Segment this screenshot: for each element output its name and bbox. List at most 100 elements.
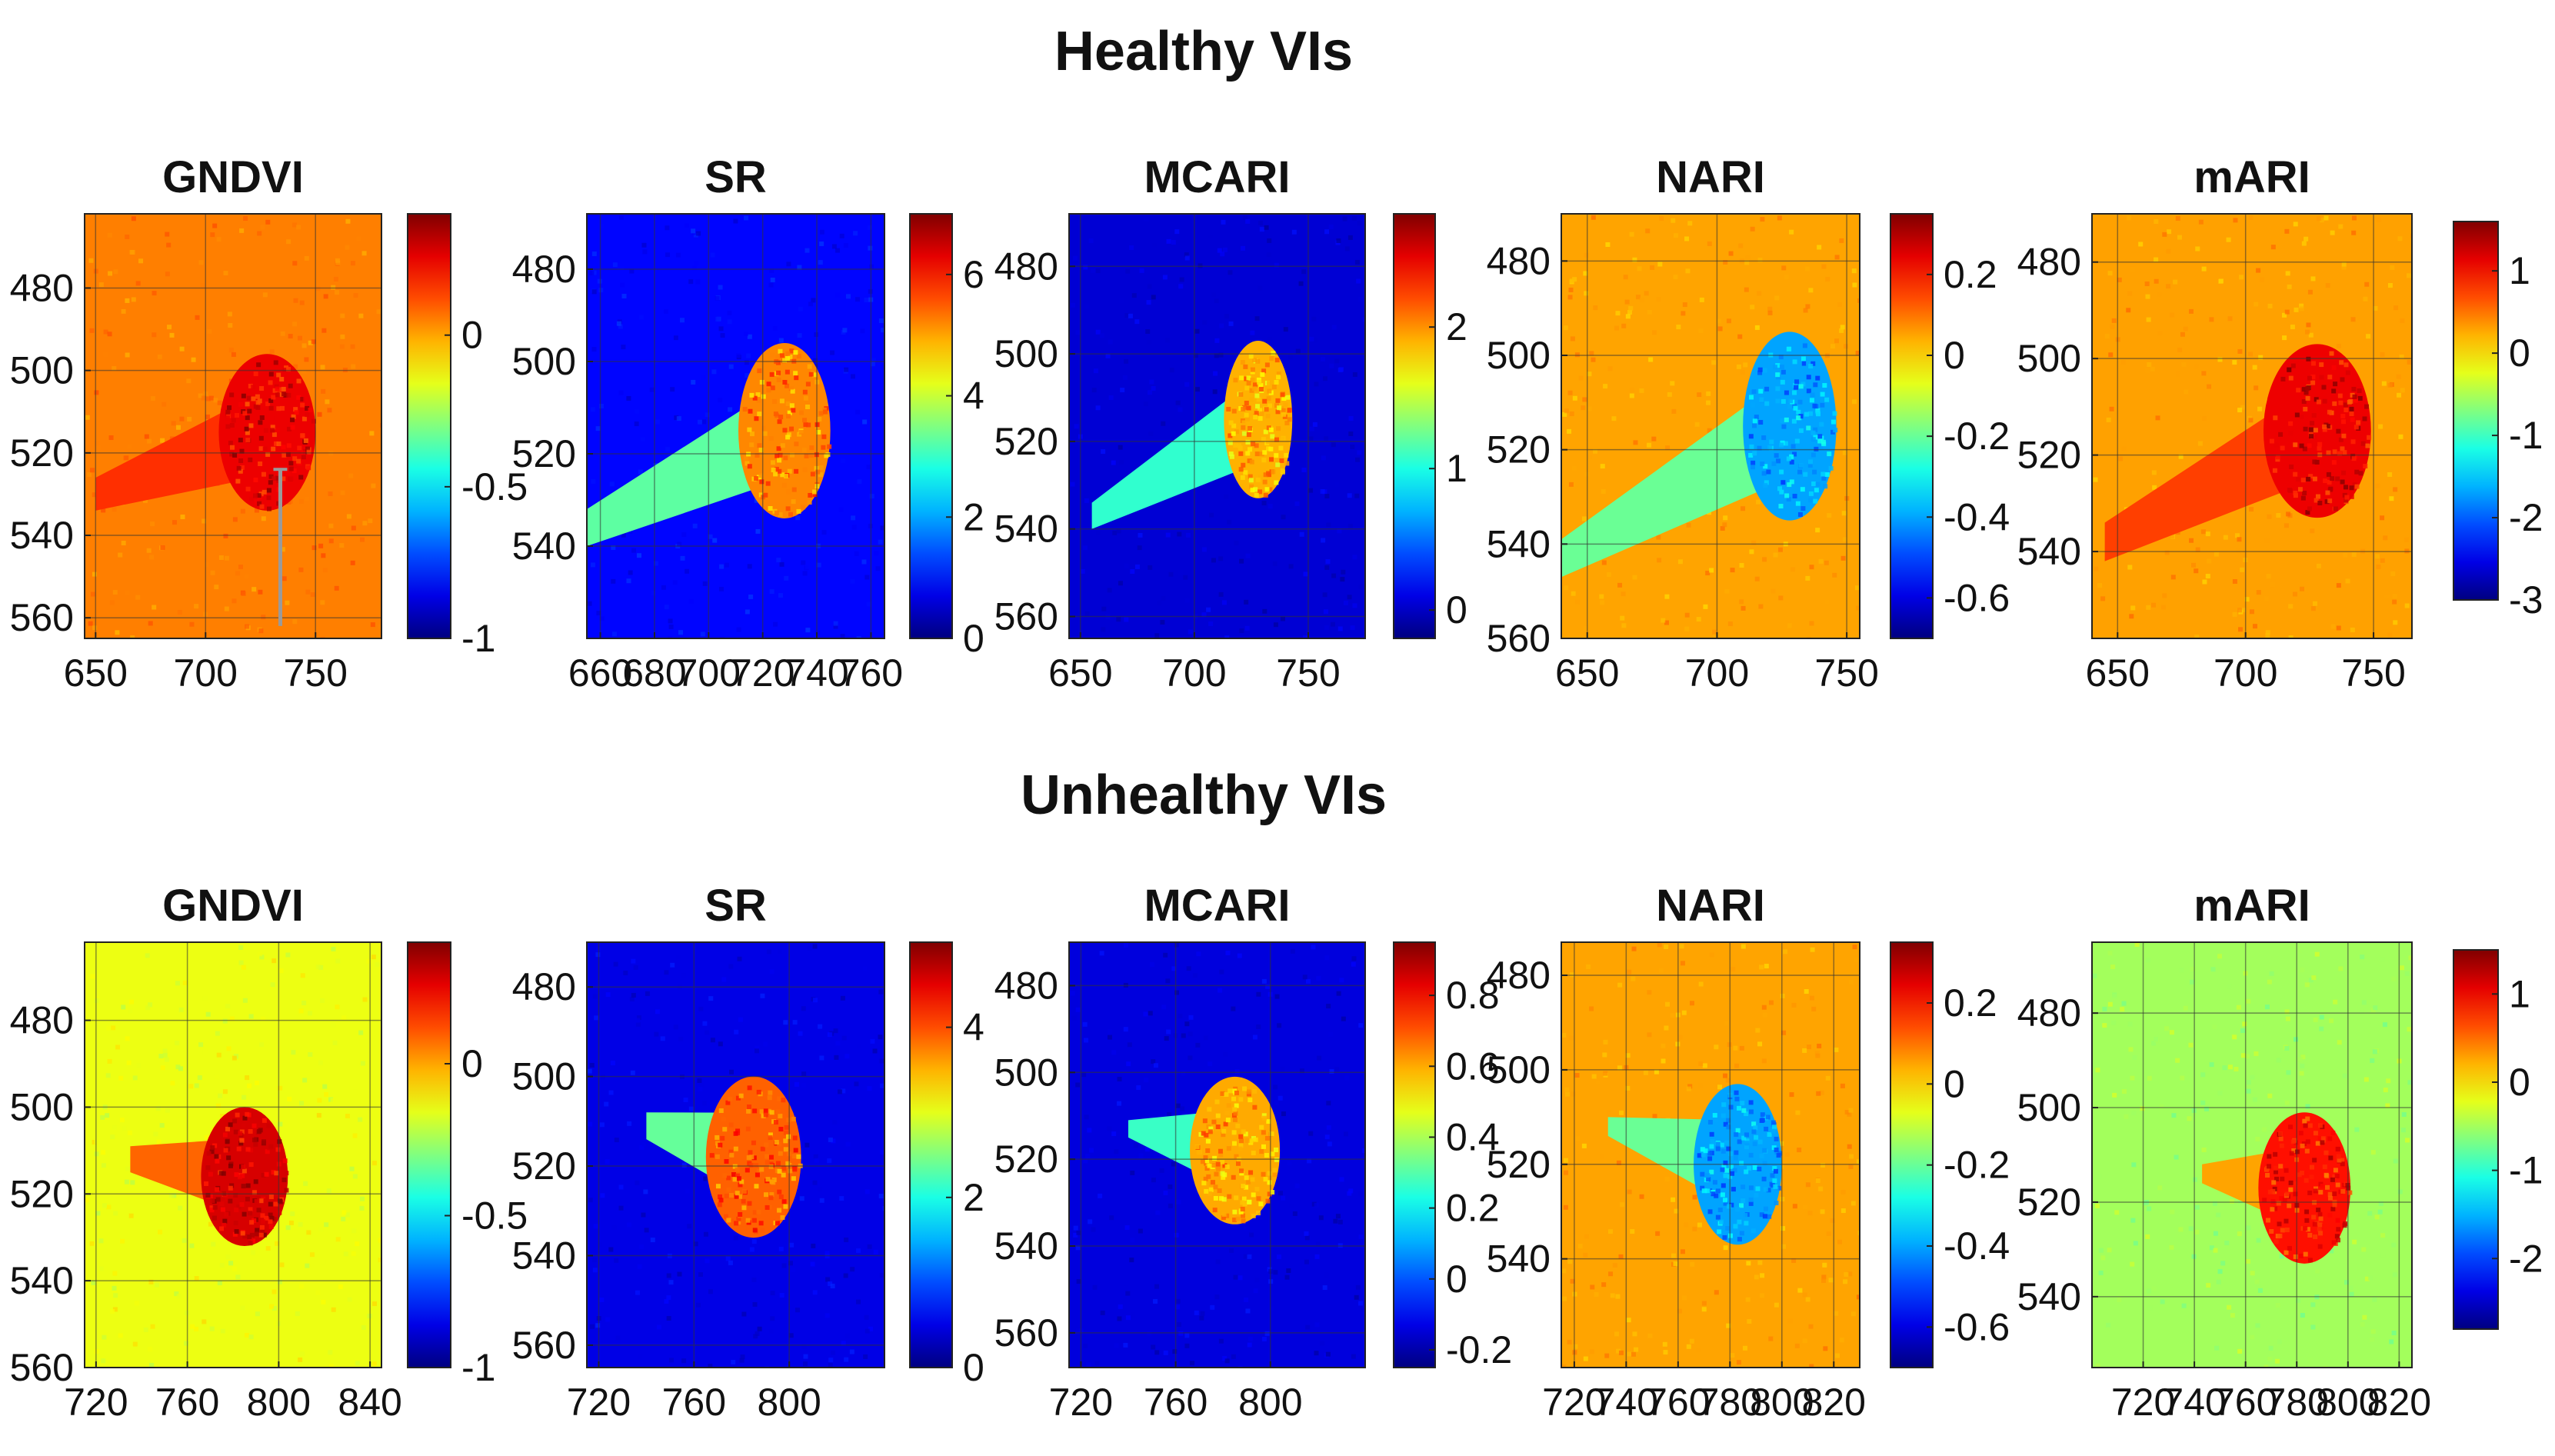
colorbar-tick-label: -1: [2509, 1149, 2543, 1192]
y-tick-label: 540: [994, 1224, 1058, 1268]
y-tick-label: 500: [10, 1085, 74, 1128]
colorbar-tick-label: 2: [963, 495, 984, 538]
y-tick-label: 520: [512, 432, 576, 475]
x-tick-label: 820: [1802, 1381, 1866, 1424]
y-tick-label: 540: [2017, 530, 2081, 573]
panel-title: mARI: [2194, 152, 2310, 202]
panel-unhealthy-gndvi: GNDVI 720 760 800 840 480 500 520 540 560 -1 -0.5 0: [10, 881, 528, 1424]
colorbar-tick-label: 0: [1944, 1062, 1965, 1105]
y-tick-label: 520: [10, 431, 74, 475]
heatmap-image: [1070, 215, 1365, 638]
colorbar-tick-label: 0: [1446, 588, 1467, 631]
y-tick-label: 520: [512, 1144, 576, 1188]
axes-frame: [586, 213, 885, 639]
panel-healthy-nari: NARI 650 700 750 480 500 520 540 560 -0.6 -0.4 -0.2…: [1487, 152, 2010, 695]
x-tick-label: 740: [784, 651, 848, 695]
y-tick-label: 520: [994, 1138, 1058, 1181]
y-tick-label: 560: [512, 1324, 576, 1367]
x-tick-label: 680: [622, 651, 686, 695]
heatmap-image: [587, 215, 884, 638]
colorbar-tick-label: 0: [2509, 332, 2530, 375]
x-tick-label: 800: [2316, 1381, 2380, 1424]
axes-frame: [586, 941, 885, 1368]
y-tick-label: 500: [512, 1055, 576, 1098]
colorbar-tick-label: -0.4: [1944, 495, 2010, 538]
axes-frame: [2091, 213, 2413, 639]
y-tick-label: 560: [994, 595, 1058, 638]
y-tick-label: 480: [1487, 954, 1551, 997]
colorbar-tick-label: 0: [1944, 334, 1965, 377]
colorbar: [407, 941, 451, 1368]
axes-frame: [2091, 941, 2413, 1368]
x-tick-label: 650: [1555, 651, 1619, 695]
colorbar-tick-label: -3: [2509, 578, 2543, 621]
y-tick-label: 500: [1487, 334, 1551, 377]
colorbar-tick-label: 0: [461, 1042, 483, 1085]
x-tick-label: 750: [2341, 651, 2405, 695]
colorbar-tick-label: 4: [963, 1006, 984, 1049]
y-tick-label: 500: [10, 349, 74, 392]
colorbar-tick-label: -1: [2509, 414, 2543, 457]
axes-frame: [84, 941, 382, 1368]
axes-frame: [1068, 941, 1366, 1368]
x-tick-label: 750: [284, 651, 348, 695]
x-tick-label: 800: [1238, 1381, 1302, 1424]
x-tick-label: 660: [568, 651, 632, 695]
colorbar-tick-label: 0: [1446, 1258, 1467, 1301]
colorbar-tick-label: 0: [963, 617, 984, 660]
y-tick-label: 560: [994, 1311, 1058, 1354]
x-tick-label: 720: [567, 1381, 631, 1424]
colorbar-tick-label: 0.2: [1944, 253, 1997, 296]
panel-title: mARI: [2194, 881, 2310, 931]
colorbar: [2453, 221, 2499, 601]
x-tick-label: 820: [2367, 1381, 2431, 1424]
y-tick-label: 500: [994, 332, 1058, 375]
colorbar-tick-label: -2: [2509, 496, 2543, 539]
x-tick-label: 700: [174, 651, 238, 695]
x-tick-label: 800: [757, 1381, 821, 1424]
y-tick-label: 560: [1487, 617, 1551, 660]
y-tick-label: 520: [1487, 428, 1551, 471]
colorbar-tick-label: -1: [461, 1346, 495, 1389]
y-tick-label: 480: [994, 245, 1058, 288]
x-tick-label: 700: [677, 651, 741, 695]
y-tick-label: 500: [512, 340, 576, 383]
y-tick-label: 520: [2017, 434, 2081, 477]
colorbar-tick-label: 0.4: [1446, 1115, 1500, 1158]
y-tick-label: 480: [2017, 991, 2081, 1035]
x-tick-label: 760: [1646, 1381, 1710, 1424]
colorbar-tick-label: -0.5: [461, 1194, 528, 1238]
x-tick-label: 720: [731, 651, 794, 695]
x-tick-label: 740: [2162, 1381, 2226, 1424]
heatmap-image: [1561, 215, 1860, 638]
panel-healthy-mari: mARI 650 700 750 480 500 520 540 -3 -2 -1 0 1: [2017, 152, 2543, 695]
x-tick-label: 760: [839, 651, 903, 695]
y-tick-label: 500: [2017, 337, 2081, 380]
panel-title: GNDVI: [162, 152, 304, 202]
y-tick-label: 540: [1487, 522, 1551, 565]
heatmap-image: [1070, 942, 1365, 1368]
colorbar: [407, 213, 451, 639]
heatmap-background: [2092, 942, 2412, 1368]
heatmap-image: [2093, 215, 2412, 638]
x-tick-label: 780: [2265, 1381, 2329, 1424]
colorbar-tick-label: -0.6: [1944, 576, 2010, 619]
x-tick-label: 800: [247, 1381, 311, 1424]
panel-title: GNDVI: [162, 881, 304, 931]
colorbar-tick-label: -0.6: [1944, 1305, 2010, 1348]
colorbar-tick-label: 1: [1446, 447, 1467, 490]
colorbar-tick-label: 0.2: [1446, 1187, 1500, 1230]
y-tick-label: 500: [1487, 1048, 1551, 1091]
x-tick-label: 650: [2086, 651, 2150, 695]
colorbar-tick-label: -0.5: [461, 465, 528, 508]
panel-unhealthy-sr: SR 720 760 800 480 500 520 540 560 0 2 4: [512, 881, 984, 1424]
x-tick-label: 700: [2214, 651, 2277, 695]
panel-title: SR: [705, 152, 767, 202]
y-tick-label: 540: [10, 514, 74, 557]
x-tick-label: 700: [1162, 651, 1226, 695]
colorbar-tick-label: 1: [2509, 972, 2530, 1015]
colorbar: [909, 213, 953, 639]
